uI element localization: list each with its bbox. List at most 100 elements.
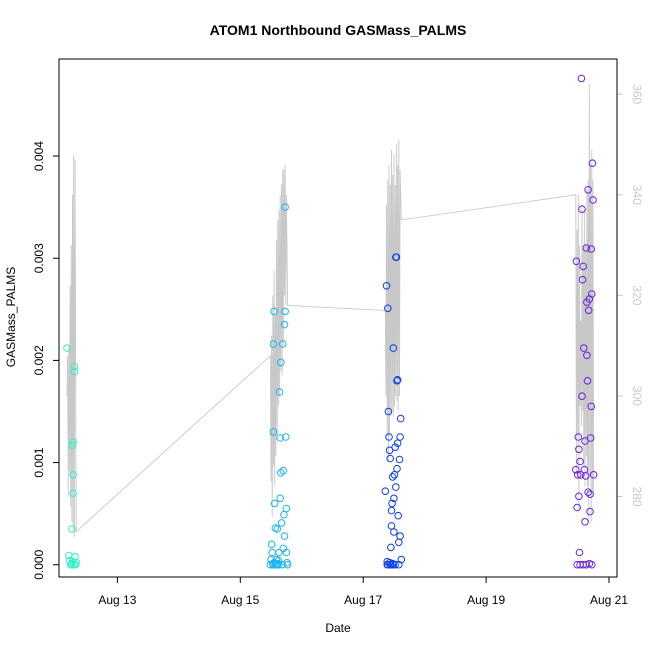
secondary-series-line [66,84,595,537]
data-point [385,433,393,441]
data-point [578,205,586,213]
data-point [391,443,400,452]
data-point [69,471,77,479]
data-point [575,492,583,501]
x-tick-label: Aug 19 [467,593,505,607]
y-tick-label: 0.003 [32,243,46,273]
y2-tick-label: 320 [630,285,644,305]
data-point [388,499,396,508]
y2-tick-label: 280 [630,487,644,507]
data-point [397,555,406,564]
data-point [584,488,592,497]
data-point [281,307,289,316]
data-point [269,428,278,436]
data-point [386,560,395,569]
data-point [273,525,282,533]
data-point [385,446,394,455]
data-point [282,504,291,513]
data-point [588,290,596,298]
data-point [389,344,398,352]
data-point [280,320,289,329]
data-point [271,560,280,569]
data-point [578,392,586,401]
data-point [384,304,392,313]
plot-layer: 0.000 0.001 0.002 0.003 0.004 Aug 13 Aug 15 Aug… [32,74,644,607]
plot-frame [58,58,618,578]
data-point [581,437,589,445]
y-tick-label: 0.002 [32,345,46,375]
y-tick-label: 0.004 [32,141,46,171]
data-point [581,518,589,526]
data-point [382,282,391,290]
x-tick-label: Aug 21 [590,593,628,607]
data-point [277,519,286,527]
data-point [275,388,284,396]
x-axis-label: Date [325,621,351,635]
y2-tick-label: 340 [630,185,644,205]
data-point [63,344,71,352]
data-point [70,362,79,371]
data-point [589,196,597,204]
data-point [384,407,393,416]
data-point [586,490,594,499]
data-point [69,560,78,569]
data-point [278,340,287,348]
data-point [576,471,585,479]
data-point [282,433,290,441]
x-tick-label: Aug 17 [344,593,382,607]
data-point [280,510,288,519]
data-point [276,434,285,442]
y2-tick-label: 360 [630,84,644,104]
data-point [587,402,596,411]
data-point [589,471,598,479]
data-point [582,244,591,252]
data-point [574,433,583,441]
data-point [279,466,288,475]
data-point [392,253,401,262]
y-tick-label: 0.000 [32,549,46,579]
data-point [68,441,77,450]
data-point [584,186,592,194]
data-point [573,503,581,512]
data-point [69,438,77,446]
data-point [396,433,404,441]
x-tick-label: Aug 15 [221,593,259,607]
data-point [391,560,400,569]
data-point [69,489,77,498]
data-point [580,344,588,352]
x-tick-label: Aug 13 [98,593,136,607]
data-point [275,548,283,557]
data-point [581,472,590,480]
data-point [588,159,597,167]
data-point [387,543,395,552]
data-point [282,548,291,557]
data-point [384,560,392,569]
data-point [576,457,584,466]
data-point [578,275,587,284]
y2-tick-label: 300 [630,386,644,406]
data-point [575,548,584,557]
data-point [393,439,402,448]
data-point [267,540,276,549]
data-point [387,522,396,530]
data-point [72,558,80,567]
data-point [572,465,580,474]
data-point [584,306,593,315]
data-point [586,434,595,442]
data-point [68,525,76,533]
data-point [276,494,285,503]
data-point [579,262,588,271]
data-point [390,494,398,503]
data-point [394,511,403,520]
data-point [575,445,583,454]
data-point [70,367,79,376]
data-point [389,560,398,569]
data-point [281,203,289,211]
data-point [277,358,285,367]
data-point [392,483,400,491]
data-point [587,245,596,253]
data-point [572,257,581,266]
